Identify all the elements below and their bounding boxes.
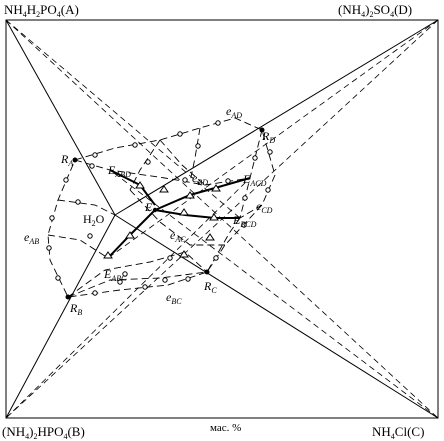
label-eacd: EACD	[242, 172, 267, 188]
marker-circle-1	[92, 152, 98, 158]
marker-triangle-1	[103, 251, 113, 259]
circle-markers	[46, 120, 273, 296]
inner-boundary-9	[129, 189, 225, 246]
diag-a-ebcd	[5, 19, 241, 219]
marker-circle-17	[182, 177, 188, 183]
corner-to-water-lines	[5, 19, 439, 419]
point-rb	[65, 294, 71, 300]
marker-circle-9	[185, 276, 191, 282]
label-ebd: eBD	[192, 171, 208, 187]
marker-circle-12	[55, 275, 61, 281]
dashed-polygon	[47, 117, 276, 298]
inner-boundary-11	[159, 139, 206, 186]
marker-circle-23	[252, 155, 258, 161]
marker-circle-15	[63, 177, 69, 183]
label-rb: RB	[69, 301, 82, 317]
label-ebcd: EBCD	[232, 213, 257, 229]
corner-label-c: NH4Cl(C)	[372, 424, 424, 441]
marker-triangle-2	[125, 231, 135, 239]
label-eabc: EABC	[103, 267, 127, 283]
inner-boundary-7	[57, 199, 116, 216]
triangle-markers	[103, 181, 221, 259]
marker-circle-6	[265, 187, 271, 193]
corner-label-b: (NH4)2HPO4(B)	[2, 424, 85, 441]
marker-circle-13	[46, 245, 52, 251]
diag-d-eabc	[107, 19, 439, 259]
outer-square	[5, 19, 439, 419]
label-ra: RA	[60, 152, 73, 168]
label-ead: eAD	[226, 104, 242, 120]
marker-circle-5	[267, 149, 273, 155]
label-rc: RC	[203, 279, 217, 295]
marker-circle-27	[117, 279, 123, 285]
marker-circle-19	[122, 271, 128, 277]
point-e	[152, 207, 158, 213]
marker-circle-10	[142, 284, 148, 290]
marker-triangle-10	[179, 250, 189, 258]
outer-boundary	[47, 117, 276, 298]
marker-circle-16	[89, 163, 95, 169]
marker-triangle-8	[211, 184, 221, 192]
inner-boundary-5	[129, 139, 161, 191]
marker-circle-20	[167, 255, 173, 261]
inner-boundary-2	[67, 251, 208, 298]
marker-circle-3	[177, 131, 183, 137]
marker-triangle-5	[179, 208, 189, 216]
label-e: E	[144, 200, 153, 214]
point-rc	[204, 269, 210, 275]
marker-circle-25	[145, 159, 151, 165]
inner-boundary-1	[74, 159, 251, 186]
marker-circle-18	[225, 178, 231, 184]
valley-e-eacd	[154, 177, 251, 211]
inner-boundary-3	[47, 234, 109, 259]
marker-circle-22	[75, 199, 81, 205]
axis-unit-label: мас. %	[210, 422, 241, 434]
marker-circle-7	[241, 222, 247, 228]
marker-triangle-6	[209, 213, 219, 221]
marker-triangle-7	[185, 191, 195, 199]
marker-circle-2	[132, 142, 138, 148]
marker-circle-21	[87, 233, 93, 239]
marker-circle-8	[213, 255, 219, 261]
marker-circle-24	[242, 195, 248, 201]
line-b-water	[5, 214, 116, 419]
valley-e-ebcd	[154, 209, 240, 219]
label-eab: eAB	[24, 230, 39, 246]
marker-triangle-3	[135, 181, 145, 189]
point-rd	[259, 127, 265, 133]
corner-label-a: NH4H2PO4(A)	[4, 2, 79, 19]
marker-triangle-4	[159, 185, 169, 193]
label-eac: eAC	[170, 228, 186, 244]
label-rd: RD	[261, 129, 275, 145]
label-eabd: EABD	[107, 163, 131, 179]
marker-circle-28	[162, 277, 168, 283]
marker-triangle-9	[205, 233, 215, 241]
marker-circle-14	[49, 215, 55, 221]
marker-circle-4	[215, 120, 221, 126]
line-d-water	[114, 19, 439, 216]
label-ecd: eCD	[256, 199, 273, 215]
corner-label-d: (NH4)2SO4(D)	[338, 2, 412, 19]
water-label: H2O	[83, 212, 105, 228]
point-ra	[72, 157, 78, 163]
marker-circle-11	[92, 290, 98, 296]
marker-circle-26	[195, 143, 201, 149]
inner-boundary-8	[67, 271, 208, 298]
line-c-water	[114, 214, 439, 419]
key-points	[65, 127, 265, 300]
line-a-water	[5, 19, 116, 216]
label-ebc: eBC	[166, 290, 182, 306]
